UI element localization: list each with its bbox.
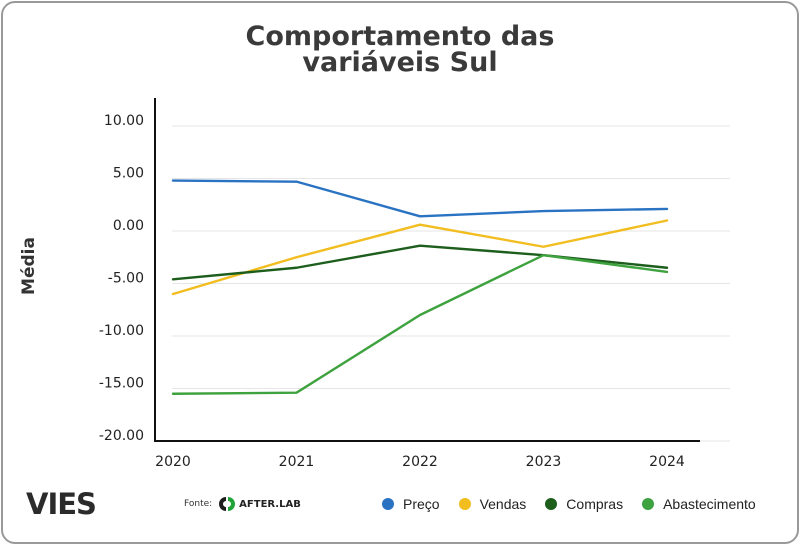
y-tick-label: 10.00 [104, 113, 144, 129]
legend-label-vendas: Vendas [479, 496, 527, 512]
x-tick-labels: 2020 2021 2022 2023 2024 [155, 454, 685, 470]
legend-label-abastecimento: Abastecimento [663, 496, 756, 512]
legend-item-compras[interactable]: Compras [545, 496, 623, 512]
x-tick-label: 2021 [279, 454, 315, 470]
vies-logo: VIES [26, 487, 97, 521]
series-line-vendas [171, 219, 669, 296]
x-tick-label: 2020 [155, 454, 191, 470]
series-line-abastecimento [171, 253, 669, 395]
legend: Preço Vendas Compras Abastecimento [382, 496, 756, 512]
chart-title: Comportamento das variáveis Sul [0, 21, 800, 78]
legend-marker-vendas [458, 498, 471, 510]
y-tick-label: -5.00 [108, 271, 144, 287]
source-label: Fonte: [184, 499, 213, 509]
axes [154, 98, 700, 442]
y-tick-label: 5.00 [113, 166, 144, 182]
series-lines [171, 179, 669, 395]
legend-label-compras: Compras [566, 496, 624, 512]
chart-title-line-1: Comportamento das [245, 21, 555, 52]
y-tick-label: -20.00 [99, 428, 144, 444]
x-tick-label: 2023 [526, 454, 562, 470]
afterlab-logo: AFTER.LAB [218, 496, 301, 512]
y-tick-label: -10.00 [99, 323, 144, 339]
legend-marker-preco [382, 498, 394, 510]
series-line-compras [171, 244, 669, 281]
legend-item-vendas[interactable]: Vendas [458, 496, 527, 512]
legend-item-preco[interactable]: Preço [382, 496, 440, 512]
legend-label-preco: Preço [403, 496, 440, 512]
series-line-preço [171, 179, 669, 218]
y-tick-label: -15.00 [99, 376, 144, 392]
x-tick-label: 2022 [402, 454, 438, 470]
afterlab-text: AFTER.LAB [239, 498, 301, 510]
legend-marker-abastecimento [642, 498, 655, 510]
chart-title-line-2: variáveis Sul [302, 47, 498, 78]
legend-item-abastecimento[interactable]: Abastecimento [642, 496, 756, 512]
y-tick-label: 0.00 [113, 218, 144, 234]
y-tick-labels: 10.00 5.00 0.00 -5.00 -10.00 -15.00 -20.00 [99, 113, 144, 444]
legend-marker-compras [545, 498, 558, 510]
x-tick-label: 2024 [649, 454, 685, 470]
afterlab-icon [219, 497, 236, 511]
source-credit: Fonte: AFTER.LAB [184, 496, 301, 512]
